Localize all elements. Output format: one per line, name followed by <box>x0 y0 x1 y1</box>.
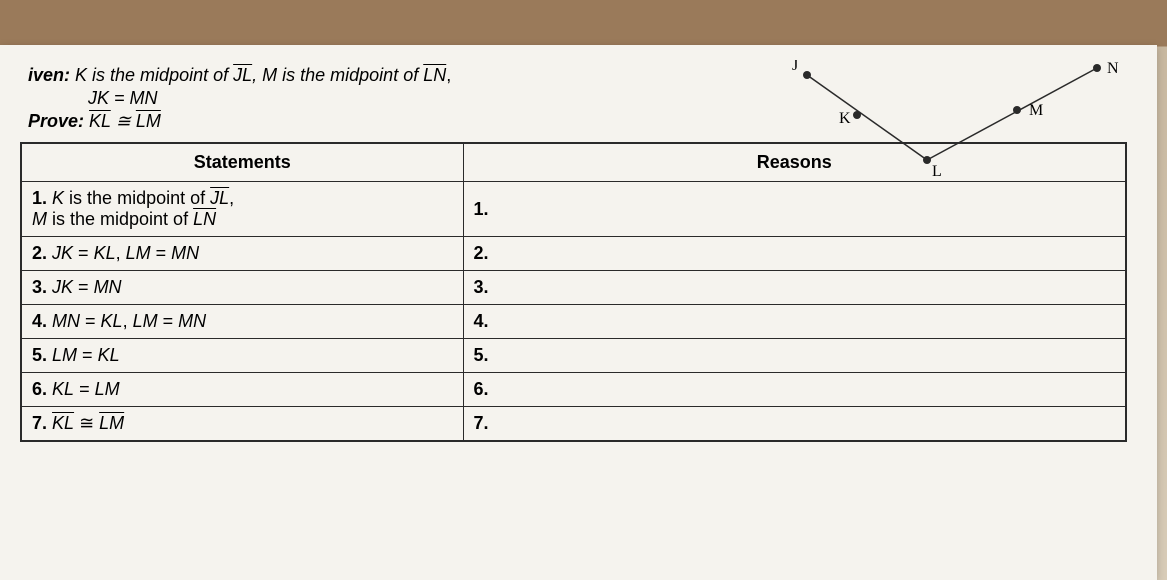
diagram-label-J: J <box>792 60 798 74</box>
reason-cell: 4. <box>463 305 1126 339</box>
given-seg-ln: LN <box>423 65 446 85</box>
given-text-1a: K is the midpoint of <box>75 65 233 85</box>
table-row: 5. LM = KL5. <box>21 339 1126 373</box>
table-row: 2. JK = KL, LM = MN2. <box>21 237 1126 271</box>
statement-cell: 5. LM = KL <box>21 339 463 373</box>
prove-cong: ≅ <box>111 111 136 131</box>
prove-label: Prove: <box>28 111 84 131</box>
proof-table: Statements Reasons 1. K is the midpoint … <box>20 142 1127 442</box>
table-row: 1. K is the midpoint of JL,M is the midp… <box>21 182 1126 237</box>
statement-cell: 2. JK = KL, LM = MN <box>21 237 463 271</box>
reason-cell: 3. <box>463 271 1126 305</box>
given-text-1c: , <box>446 65 451 85</box>
proof-worksheet-paper: iven: K is the midpoint of JL, M is the … <box>0 45 1157 580</box>
diagram-segment-JL <box>807 75 927 160</box>
diagram-label-N: N <box>1107 60 1119 77</box>
statement-cell: 7. KL ≅ LM <box>21 407 463 442</box>
diagram-point-M <box>1013 106 1021 114</box>
statement-cell: 4. MN = KL, LM = MN <box>21 305 463 339</box>
given-seg-jl: JL <box>233 65 252 85</box>
reason-cell: 5. <box>463 339 1126 373</box>
reason-cell: 7. <box>463 407 1126 442</box>
diagram-point-N <box>1093 64 1101 72</box>
geometry-diagram: J K L M N <box>727 60 1127 180</box>
given-label: iven: <box>28 65 70 85</box>
reason-cell: 1. <box>463 182 1126 237</box>
diagram-point-K <box>853 111 861 119</box>
diagram-label-L: L <box>932 163 942 180</box>
prove-seg-lm: LM <box>136 111 161 131</box>
proof-table-body: 1. K is the midpoint of JL,M is the midp… <box>21 182 1126 442</box>
reason-cell: 6. <box>463 373 1126 407</box>
diagram-point-J <box>803 71 811 79</box>
statement-cell: 6. KL = LM <box>21 373 463 407</box>
table-row: 7. KL ≅ LM7. <box>21 407 1126 442</box>
diagram-label-K: K <box>839 110 851 127</box>
table-row: 4. MN = KL, LM = MN4. <box>21 305 1126 339</box>
statement-cell: 3. JK = MN <box>21 271 463 305</box>
reason-cell: 2. <box>463 237 1126 271</box>
given-text-1b: , M is the midpoint of <box>252 65 423 85</box>
table-row: 6. KL = LM6. <box>21 373 1126 407</box>
prove-seg-kl: KL <box>89 111 111 131</box>
diagram-label-M: M <box>1029 102 1043 119</box>
diagram-segment-LN <box>927 68 1097 160</box>
statements-header: Statements <box>21 143 463 182</box>
diagram-point-L <box>923 156 931 164</box>
statement-cell: 1. K is the midpoint of JL,M is the midp… <box>21 182 463 237</box>
table-row: 3. JK = MN3. <box>21 271 1126 305</box>
